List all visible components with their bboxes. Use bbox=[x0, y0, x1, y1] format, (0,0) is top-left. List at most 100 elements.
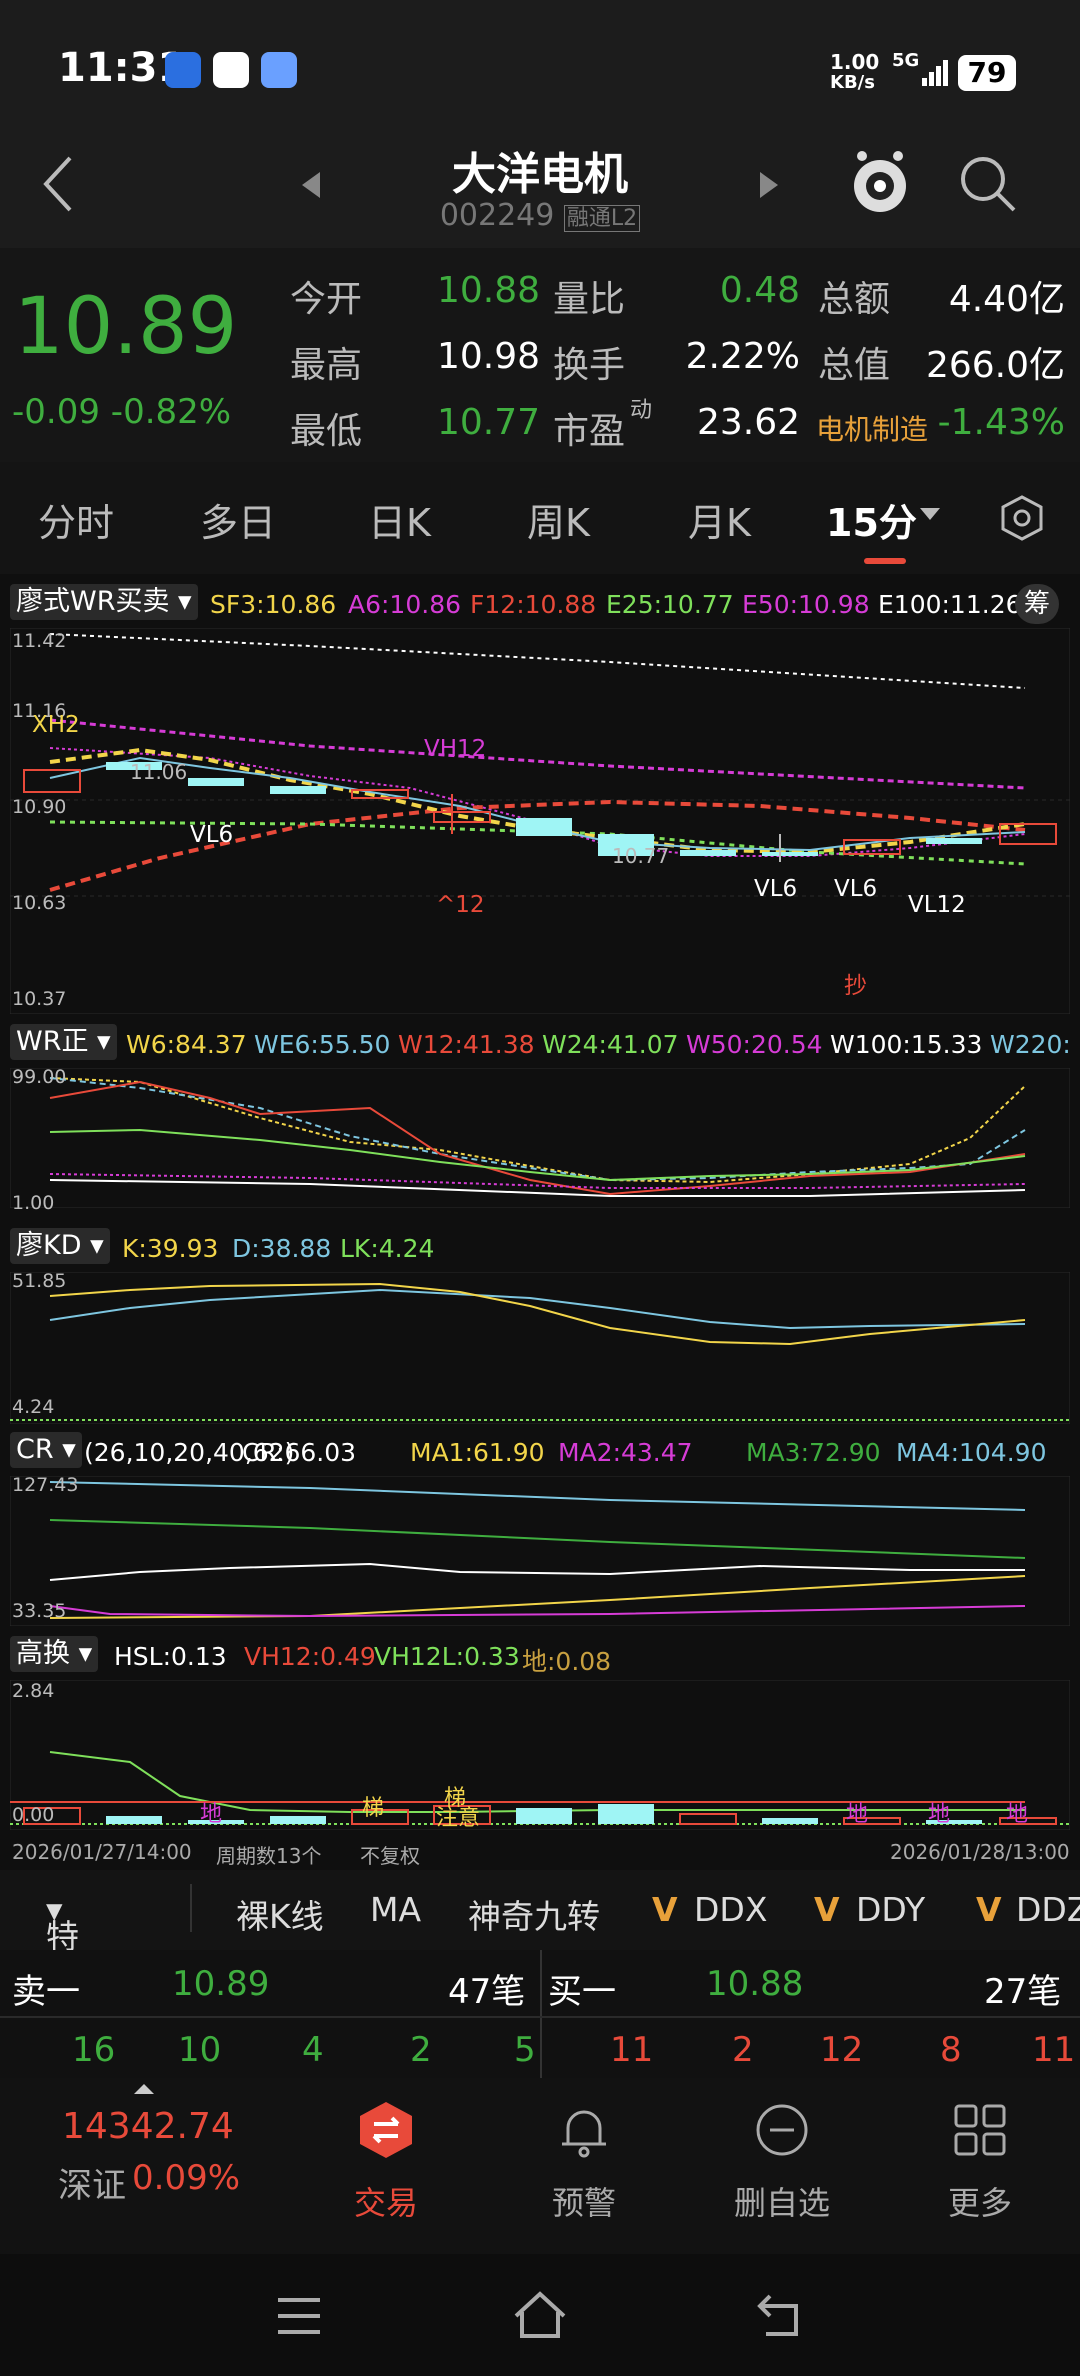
buy-tick-count: 11 bbox=[1032, 2030, 1076, 2070]
status-bar: 11:31 1.00 KB/s 5G 79 bbox=[0, 0, 1080, 130]
battery-icon: 79 bbox=[958, 55, 1016, 91]
trade-icon[interactable] bbox=[356, 2100, 416, 2160]
e50-value: E50:10.98 bbox=[742, 590, 870, 619]
wr-indicator-selector[interactable]: WR正 ▾ bbox=[10, 1024, 117, 1060]
annotation-xh2: XH2 bbox=[32, 712, 80, 738]
candle bbox=[188, 778, 244, 786]
wr-y-bot: 1.00 bbox=[12, 1192, 55, 1214]
bell-icon[interactable] bbox=[554, 2100, 614, 2160]
tab-daily-k[interactable]: 日K bbox=[368, 501, 431, 545]
di-value: 地:0.08 bbox=[522, 1647, 612, 1676]
ma1-value: MA1:61.90 bbox=[410, 1438, 545, 1467]
expand-up-icon[interactable] bbox=[132, 2082, 156, 2096]
search-icon[interactable] bbox=[956, 152, 1020, 216]
ma2-value: MA2:43.47 bbox=[558, 1438, 693, 1467]
chevron-down-icon bbox=[920, 508, 940, 520]
system-nav-bar bbox=[0, 2254, 1080, 2376]
kd-y-top: 51.85 bbox=[12, 1270, 67, 1292]
tab-weekly-k[interactable]: 周K bbox=[527, 501, 590, 545]
industry-link[interactable]: 电机制造 bbox=[816, 413, 929, 446]
hsl-indicator-selector[interactable]: 高换 ▾ bbox=[10, 1636, 99, 1672]
back-icon[interactable] bbox=[38, 152, 78, 216]
ma4-value: MA4:104.90 bbox=[896, 1438, 1047, 1467]
axis-start-time: 2026/01/27/14:00 bbox=[12, 1840, 192, 1864]
hsl-chart bbox=[10, 1680, 1070, 1830]
tag-di-4: 地 bbox=[1006, 1802, 1029, 1827]
tag-ti-1: 梯 bbox=[362, 1796, 385, 1821]
feature-ddz[interactable]: DDZ bbox=[1016, 1890, 1080, 1929]
robot-assistant-icon[interactable] bbox=[848, 148, 912, 218]
back-nav-icon[interactable] bbox=[756, 2290, 806, 2340]
feature-ddx[interactable]: DDX bbox=[694, 1890, 768, 1929]
home-icon[interactable] bbox=[512, 2290, 568, 2340]
tab-intraday[interactable]: 分时 bbox=[38, 501, 115, 545]
status-time: 11:31 bbox=[58, 45, 186, 91]
f12-value: F12:10.88 bbox=[470, 590, 597, 619]
e50-line bbox=[49, 718, 1026, 790]
kd-indicator-selector[interactable]: 廖KD ▾ bbox=[10, 1228, 110, 1264]
mktcap-label: 总值 bbox=[818, 345, 891, 386]
tab-15min[interactable]: 15分 bbox=[826, 501, 917, 545]
lk-value: LK:4.24 bbox=[340, 1234, 435, 1263]
sell-tick-count: 16 bbox=[72, 2030, 116, 2070]
sell1-price: 10.89 bbox=[172, 1964, 270, 2004]
annotation-chao: 抄 bbox=[844, 973, 867, 999]
signal-icon bbox=[922, 60, 948, 86]
feature-tese[interactable]: 特色 ▾ bbox=[46, 1890, 79, 2004]
high-value: 10.98 bbox=[436, 336, 540, 377]
menu-icon[interactable] bbox=[274, 2294, 324, 2338]
feature-magic-nine[interactable]: 神奇九转 bbox=[468, 1897, 600, 1936]
index-change: 0.09% bbox=[132, 2158, 241, 2198]
axis-adjust-mode[interactable]: 不复权 bbox=[360, 1844, 420, 1868]
feature-divider bbox=[190, 1884, 192, 1932]
main-indicator-selector[interactable]: 廖式WR买卖 ▾ bbox=[10, 584, 198, 620]
cr-indicator-selector[interactable]: CR ▾ bbox=[10, 1432, 82, 1468]
tab-monthly-k[interactable]: 月K bbox=[688, 501, 751, 545]
trade-label[interactable]: 交易 bbox=[353, 2184, 418, 2222]
v-icon: V bbox=[976, 1890, 1002, 1929]
cr-y-bot: 33.35 bbox=[12, 1600, 67, 1622]
remove-watchlist-label[interactable]: 删自选 bbox=[733, 2184, 830, 2222]
remove-circle-icon[interactable] bbox=[752, 2100, 812, 2160]
open-label: 今开 bbox=[290, 279, 363, 320]
wr-y-top: 99.00 bbox=[12, 1066, 67, 1088]
order-book-row-divider bbox=[0, 2016, 1080, 2018]
y-label-1142: 11.42 bbox=[12, 630, 67, 652]
hsl-value: HSL:0.13 bbox=[114, 1642, 227, 1671]
amount-value: 4.40亿 bbox=[948, 279, 1065, 320]
e25-value: E25:10.77 bbox=[606, 590, 734, 619]
alert-label[interactable]: 预警 bbox=[551, 2184, 616, 2222]
settings-hexagon-icon[interactable] bbox=[998, 494, 1046, 542]
kd-indicator-bar: 廖KD ▾ K:39.93 D:38.88 LK:4.24 bbox=[10, 1228, 1070, 1264]
buy1-label: 买一 bbox=[548, 1972, 616, 2012]
period-tabs: 分时 多日 日K 周K 月K 15分 bbox=[0, 462, 1080, 574]
low-label: 最低 bbox=[290, 411, 363, 452]
hsl-y-top: 2.84 bbox=[12, 1680, 55, 1702]
w220-value: W220: bbox=[990, 1030, 1071, 1059]
index-value[interactable]: 14342.74 bbox=[62, 2106, 234, 2147]
mktcap-value: 266.0亿 bbox=[925, 345, 1065, 386]
more-label[interactable]: 更多 bbox=[947, 2184, 1012, 2222]
buy-tick-count: 2 bbox=[732, 2030, 754, 2070]
tag-di-1: 地 bbox=[200, 1802, 223, 1827]
chip-button[interactable]: 筹 bbox=[1015, 584, 1059, 624]
cr-chart bbox=[10, 1476, 1070, 1626]
a6-value: A6:10.86 bbox=[348, 590, 462, 619]
buy-tick-count: 12 bbox=[820, 2030, 864, 2070]
sell-tick-count: 10 bbox=[178, 2030, 222, 2070]
tag-ti-2: 梯 bbox=[444, 1786, 467, 1811]
y-label-1090: 10.90 bbox=[12, 796, 67, 818]
bottom-toolbar: 14342.74 深证 0.09% 交易 预警 删自选 更多 bbox=[0, 2078, 1080, 2254]
feature-ma[interactable]: MA bbox=[370, 1890, 422, 1929]
net-speed: 1.00 bbox=[830, 50, 880, 74]
prev-stock-icon[interactable] bbox=[298, 170, 324, 200]
grid-more-icon[interactable] bbox=[950, 2100, 1010, 2160]
tag-zhuyi: 注意 bbox=[436, 1806, 481, 1831]
feature-naked-k[interactable]: 裸K线 bbox=[236, 1897, 324, 1936]
next-stock-icon[interactable] bbox=[756, 170, 782, 200]
y-label-1116: 11.16 bbox=[12, 700, 67, 722]
cr-params: (26,10,20,40,62) bbox=[84, 1438, 295, 1467]
vh12-value: VH12:0.49 bbox=[244, 1642, 376, 1671]
tab-multiday[interactable]: 多日 bbox=[200, 501, 277, 545]
feature-ddy[interactable]: DDY bbox=[856, 1890, 926, 1929]
